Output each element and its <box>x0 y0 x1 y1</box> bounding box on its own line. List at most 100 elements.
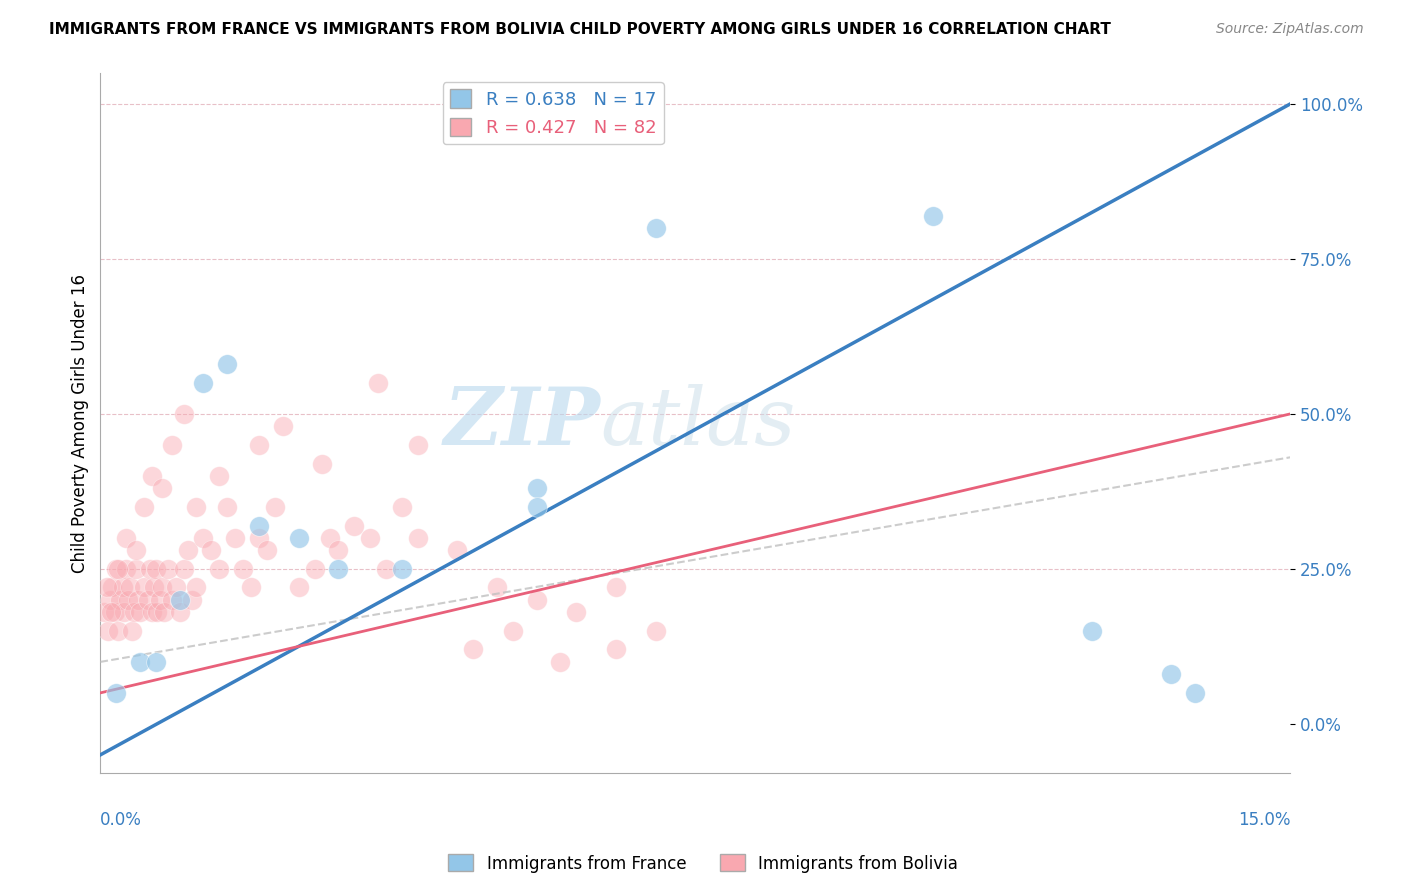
Point <box>145 562 167 576</box>
Point <box>101 581 124 595</box>
Point <box>605 642 627 657</box>
Point <box>193 376 215 390</box>
Point <box>1081 624 1104 638</box>
Point <box>145 655 167 669</box>
Point <box>104 605 127 619</box>
Point <box>343 518 366 533</box>
Point <box>446 543 468 558</box>
Point <box>107 624 129 638</box>
Point <box>105 686 128 700</box>
Point <box>114 531 136 545</box>
Point <box>132 581 155 595</box>
Point <box>328 543 350 558</box>
Point <box>149 593 172 607</box>
Point <box>176 543 198 558</box>
Text: 0.0%: 0.0% <box>100 811 142 829</box>
Point <box>367 376 389 390</box>
Point <box>150 481 173 495</box>
Point <box>122 605 145 619</box>
Point <box>127 593 149 607</box>
Point <box>100 605 122 619</box>
Point <box>97 624 120 638</box>
Point <box>224 531 246 545</box>
Point <box>173 407 195 421</box>
Point <box>311 457 333 471</box>
Point <box>247 438 270 452</box>
Point <box>208 469 231 483</box>
Point <box>374 562 396 576</box>
Point <box>150 581 173 595</box>
Point <box>605 581 627 595</box>
Point <box>112 605 135 619</box>
Point <box>153 605 176 619</box>
Point <box>136 593 159 607</box>
Point <box>165 581 187 595</box>
Text: atlas: atlas <box>600 384 796 462</box>
Text: IMMIGRANTS FROM FRANCE VS IMMIGRANTS FROM BOLIVIA CHILD POVERTY AMONG GIRLS UNDE: IMMIGRANTS FROM FRANCE VS IMMIGRANTS FRO… <box>49 22 1111 37</box>
Point <box>125 543 148 558</box>
Point <box>287 581 309 595</box>
Point <box>565 605 588 619</box>
Point <box>107 562 129 576</box>
Point <box>644 221 666 235</box>
Point <box>240 581 263 595</box>
Point <box>319 531 342 545</box>
Point <box>391 500 413 514</box>
Legend: R = 0.638   N = 17, R = 0.427   N = 82: R = 0.638 N = 17, R = 0.427 N = 82 <box>443 82 664 145</box>
Point <box>208 562 231 576</box>
Point <box>156 562 179 576</box>
Point <box>550 655 572 669</box>
Point <box>256 543 278 558</box>
Point <box>125 562 148 576</box>
Point <box>247 518 270 533</box>
Point <box>98 593 121 607</box>
Point <box>141 605 163 619</box>
Point <box>169 593 191 607</box>
Point <box>922 209 945 223</box>
Text: 15.0%: 15.0% <box>1237 811 1291 829</box>
Point <box>173 562 195 576</box>
Point <box>526 481 548 495</box>
Point <box>217 357 239 371</box>
Point <box>114 562 136 576</box>
Point <box>287 531 309 545</box>
Point <box>117 593 139 607</box>
Point <box>96 581 118 595</box>
Point <box>193 531 215 545</box>
Point <box>141 469 163 483</box>
Point <box>502 624 524 638</box>
Point <box>105 562 128 576</box>
Text: ZIP: ZIP <box>443 384 600 462</box>
Point <box>1160 667 1182 681</box>
Point <box>111 581 134 595</box>
Point <box>359 531 381 545</box>
Point <box>180 593 202 607</box>
Point <box>406 531 429 545</box>
Text: Source: ZipAtlas.com: Source: ZipAtlas.com <box>1216 22 1364 37</box>
Point <box>1184 686 1206 700</box>
Point <box>143 581 166 595</box>
Point <box>485 581 508 595</box>
Point <box>232 562 254 576</box>
Point <box>263 500 285 514</box>
Point <box>121 624 143 638</box>
Point <box>217 500 239 514</box>
Point <box>328 562 350 576</box>
Point <box>132 500 155 514</box>
Point <box>93 605 115 619</box>
Point <box>146 605 169 619</box>
Point <box>129 605 152 619</box>
Point <box>644 624 666 638</box>
Point <box>463 642 485 657</box>
Point <box>138 562 160 576</box>
Point <box>304 562 326 576</box>
Point <box>391 562 413 576</box>
Point <box>526 593 548 607</box>
Legend: Immigrants from France, Immigrants from Bolivia: Immigrants from France, Immigrants from … <box>441 847 965 880</box>
Point <box>271 419 294 434</box>
Point <box>406 438 429 452</box>
Point <box>200 543 222 558</box>
Point <box>160 438 183 452</box>
Point <box>169 605 191 619</box>
Y-axis label: Child Poverty Among Girls Under 16: Child Poverty Among Girls Under 16 <box>72 274 89 573</box>
